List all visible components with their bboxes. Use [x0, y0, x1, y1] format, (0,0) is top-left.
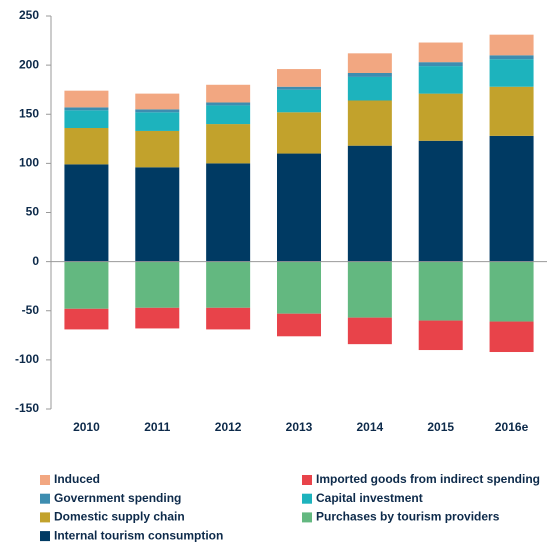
bar-segment [489, 59, 534, 87]
x-tick-label: 2016e [495, 420, 529, 434]
legend-label: Government spending [54, 491, 181, 505]
legend-label: Purchases by tourism providers [316, 510, 500, 524]
y-tick-label: 250 [19, 8, 39, 22]
bar-segment [277, 86, 321, 90]
bar-segment [277, 153, 321, 262]
bar-segment [206, 102, 251, 106]
bar-segment [418, 320, 463, 351]
bar-segment [418, 261, 463, 321]
legend-label: Induced [54, 472, 100, 486]
bar-segment [418, 42, 463, 63]
bar-segment [347, 317, 392, 345]
legend-label: Domestic supply chain [54, 510, 185, 524]
legend-swatch [40, 493, 50, 504]
bar-segment [135, 307, 180, 329]
bar-segment [64, 164, 109, 262]
bar-segment [489, 55, 534, 60]
bar-segment [206, 124, 251, 164]
legend-label: Capital investment [316, 491, 423, 505]
bar-segment [489, 321, 534, 353]
legend-swatch [302, 475, 312, 485]
bar-segment [277, 112, 321, 154]
bar-segment [277, 69, 321, 87]
y-tick-label: -50 [22, 303, 40, 317]
bar-segment [135, 112, 180, 131]
y-tick-label: 150 [19, 106, 39, 120]
bar-segment [277, 313, 321, 337]
bar-segment [418, 66, 463, 94]
legend-label: Imported goods from indirect spending [316, 472, 540, 486]
bar-segment [347, 145, 392, 262]
x-tick-label: 2012 [215, 420, 242, 434]
bar-segment [64, 107, 109, 111]
bar-segment [135, 93, 180, 110]
bar-segment [347, 72, 392, 77]
bar-segment [347, 100, 392, 146]
bar-segment [489, 135, 534, 262]
x-tick-label: 2010 [73, 420, 100, 434]
x-tick-label: 2013 [286, 420, 313, 434]
legend-swatch [302, 493, 312, 504]
bar-segment [135, 167, 180, 262]
bar-segment [64, 308, 109, 330]
y-tick-label: -150 [15, 401, 39, 415]
bar-segment [347, 76, 392, 101]
bar-segment [206, 261, 251, 308]
x-tick-label: 2015 [427, 420, 454, 434]
bar-segment [64, 261, 109, 309]
bar-segment [64, 128, 109, 165]
legend-swatch [40, 531, 50, 542]
bar-segment [206, 307, 251, 330]
bar-segment [206, 163, 251, 262]
bar-segment [135, 130, 180, 168]
x-tick-label: 2014 [357, 420, 384, 434]
bar-segment [277, 261, 321, 314]
bar-segment [206, 84, 251, 103]
bar-segment [418, 93, 463, 141]
y-tick-label: 0 [32, 254, 39, 268]
bar-segment [135, 261, 180, 308]
legend-swatch [40, 475, 50, 485]
bar-segment [418, 62, 463, 67]
legend-swatch [302, 512, 312, 523]
y-tick-label: 50 [26, 205, 40, 219]
bar-segment [489, 86, 534, 136]
bar-segment [64, 90, 109, 108]
bar-segment [206, 105, 251, 125]
x-tick-label: 2011 [144, 420, 170, 434]
bar-segment [64, 110, 109, 129]
bar-segment [418, 140, 463, 262]
legend-swatch [40, 512, 50, 523]
y-tick-label: 200 [19, 57, 39, 71]
legend-label: Internal tourism consumption [54, 528, 223, 542]
y-tick-label: -100 [15, 352, 39, 366]
bar-segment [489, 261, 534, 322]
bar-segment [347, 261, 392, 318]
bar-segment [347, 53, 392, 73]
bar-segment [277, 89, 321, 113]
bar-segment [135, 109, 180, 113]
y-tick-label: 100 [19, 156, 39, 170]
bar-segment [489, 34, 534, 56]
